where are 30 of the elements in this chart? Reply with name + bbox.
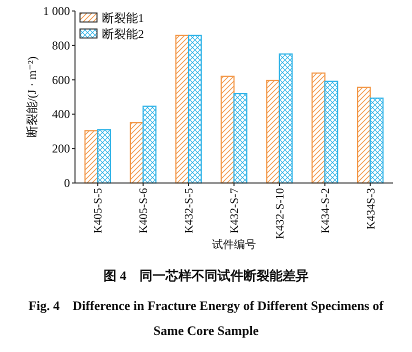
bar xyxy=(220,76,235,184)
x-tick-label: K434S-3 xyxy=(365,188,378,230)
x-tick-label: K434-S-2 xyxy=(320,188,332,234)
bar xyxy=(188,34,202,184)
bar xyxy=(370,98,384,184)
x-tick-label: K405-S-6 xyxy=(138,188,150,234)
y-tick-label: 0 xyxy=(64,176,70,190)
y-tick-label: 800 xyxy=(52,38,70,52)
bar xyxy=(324,80,338,184)
y-tick-label: 400 xyxy=(52,107,70,122)
y-tick-label: 200 xyxy=(52,142,70,156)
x-axis-title: 试件编号 xyxy=(212,238,256,251)
bar xyxy=(142,106,156,184)
bar xyxy=(233,92,248,184)
y-tick-label: 600 xyxy=(52,72,70,87)
y-tick-label: 1 000 xyxy=(43,4,70,18)
x-tick-label: K432-S-5 xyxy=(184,188,196,234)
bar xyxy=(356,86,371,184)
y-axis-title: 断裂能/(J · m⁻²) xyxy=(25,56,39,138)
bar xyxy=(266,80,280,184)
bar xyxy=(278,53,293,184)
x-tick-label: K405-S-5 xyxy=(92,188,105,234)
bar xyxy=(312,72,326,184)
legend-label: 断裂能1 xyxy=(102,11,144,25)
text: Fig. 4 Difference in Fracture Energy of Different Specimens of Same Core Sample xyxy=(28,298,384,338)
text: 图 4 同一芯样不同试件断裂能差异 xyxy=(104,268,308,283)
x-tick-label: K432-S-10 xyxy=(274,188,286,240)
bar xyxy=(97,129,112,184)
x-tick-label: K432-S-7 xyxy=(229,188,241,234)
legend-label: 断裂能2 xyxy=(102,27,144,41)
